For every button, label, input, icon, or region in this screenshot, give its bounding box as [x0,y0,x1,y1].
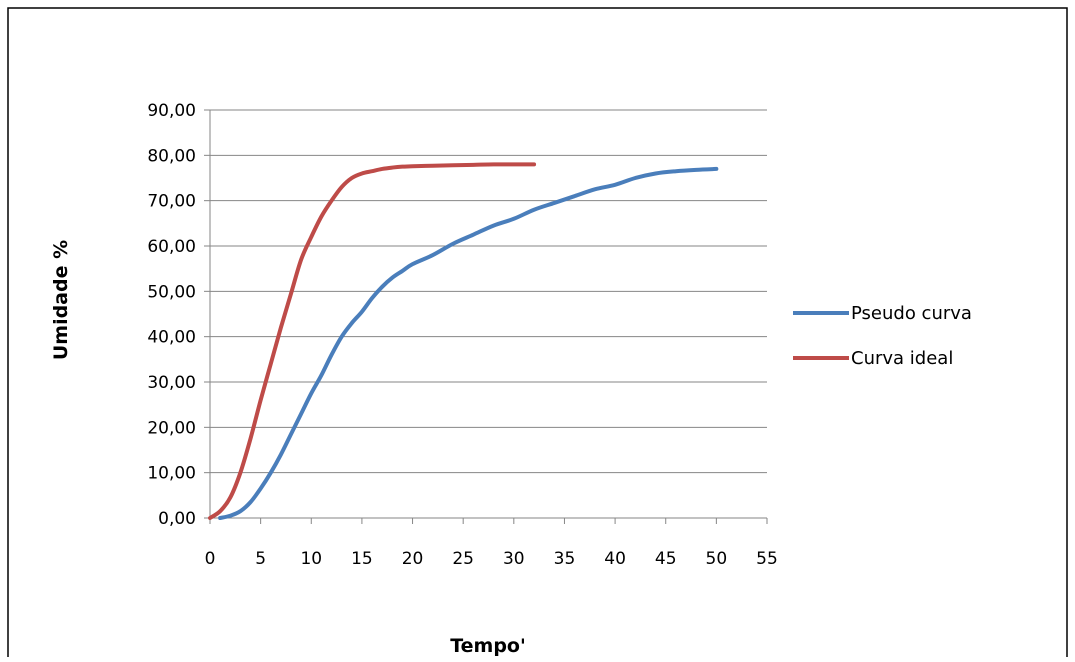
x-tick-label: 30 [503,549,525,569]
y-tick-label: 60,00 [147,237,196,257]
legend-label-pseudo-curva: Pseudo curva [851,303,972,324]
y-tick-label: 90,00 [147,101,196,121]
y-tick-label: 70,00 [147,192,196,212]
y-tick-label: 50,00 [147,282,196,302]
y-tick-label: 0,00 [158,509,196,529]
y-tick-label: 30,00 [147,373,196,393]
x-tick-label: 55 [756,549,778,569]
x-tick-label: 50 [706,549,728,569]
y-tick-label: 40,00 [147,328,196,348]
y-tick-label: 20,00 [147,418,196,438]
y-tick-label: 80,00 [147,146,196,166]
x-tick-label: 0 [205,549,216,569]
series-line-curva-ideal [208,162,537,520]
chart-border [7,7,1068,662]
x-tick-label: 25 [452,549,474,569]
grid-lines [210,109,767,474]
series-line-pseudo-curva [218,166,719,520]
x-tick-label: 5 [255,549,266,569]
x-axis-title: Tempo' [450,635,526,657]
legend-label-curva-ideal: Curva ideal [851,348,953,369]
x-tick-label: 15 [351,549,373,569]
y-axis-title: Umidade % [50,240,72,360]
y-tick-label: 10,00 [147,464,196,484]
tick-labels: 0,00 10,00 20,00 30,00 40,00 50,00 60,00 70,00 8… [147,101,777,569]
x-tick-label: 20 [402,549,424,569]
x-tick-label: 45 [655,549,677,569]
x-tick-label: 10 [300,549,322,569]
x-tick-label: 35 [554,549,576,569]
x-tick-label: 40 [604,549,626,569]
legend: Pseudo curva Curva ideal [793,303,972,369]
series-lines [208,162,719,520]
